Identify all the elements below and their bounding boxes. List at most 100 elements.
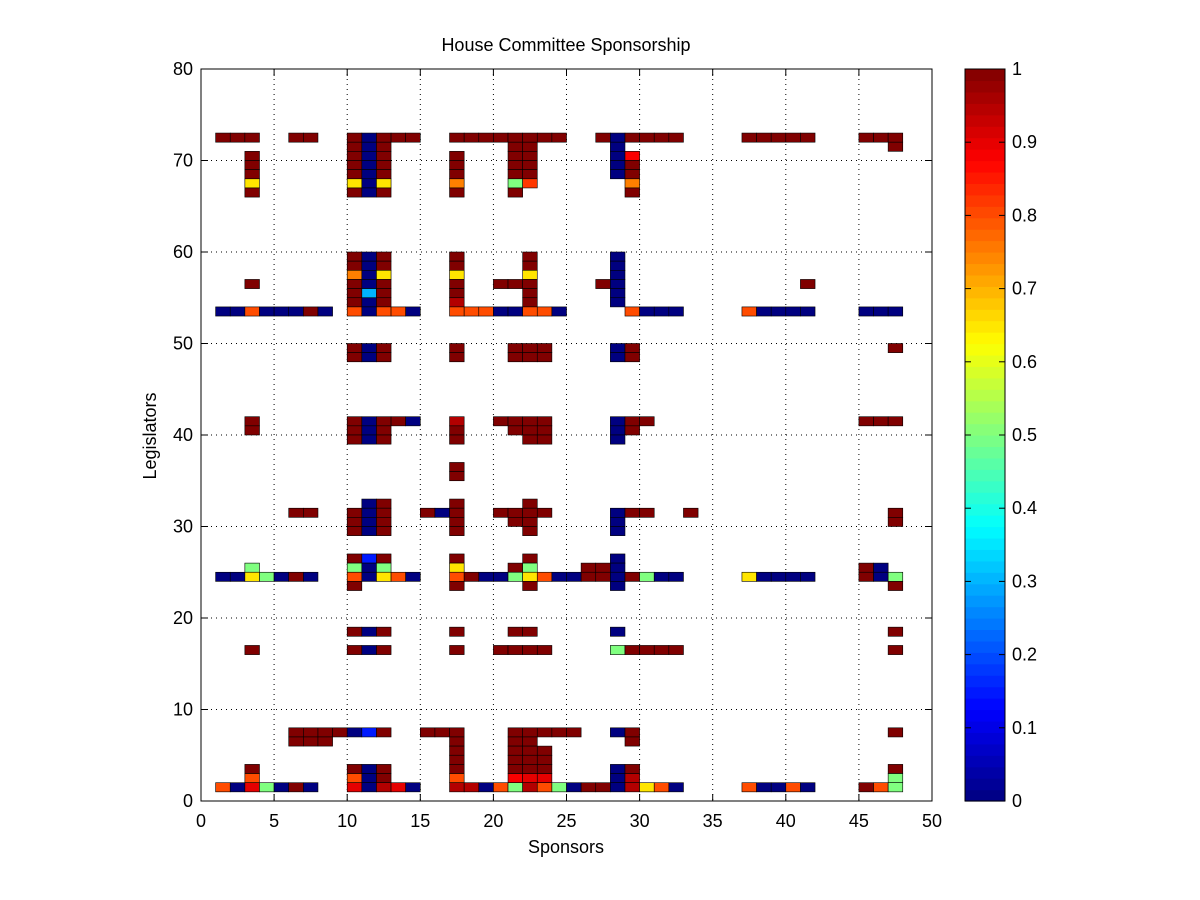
heatmap-cell bbox=[522, 498, 538, 509]
heatmap-cell bbox=[361, 526, 377, 536]
heatmap-cell bbox=[273, 306, 290, 317]
heatmap-cell bbox=[346, 260, 363, 271]
heatmap-cell bbox=[610, 626, 626, 637]
heatmap-cell bbox=[887, 571, 904, 582]
colorbar-band bbox=[965, 366, 1005, 379]
heatmap-cell bbox=[522, 160, 538, 170]
heatmap-cell bbox=[346, 571, 363, 582]
heatmap-cell bbox=[522, 434, 538, 445]
heatmap-cell bbox=[361, 773, 377, 783]
heatmap-cell bbox=[449, 151, 465, 161]
heatmap-cell bbox=[595, 562, 611, 573]
colorbar-band bbox=[965, 595, 1005, 608]
heatmap-cell bbox=[610, 352, 626, 363]
heatmap-cell bbox=[376, 178, 392, 189]
heatmap-cell bbox=[536, 754, 553, 765]
heatmap-cell bbox=[215, 571, 231, 582]
heatmap-cell bbox=[624, 169, 640, 180]
heatmap-cell bbox=[624, 727, 640, 738]
heatmap-cell bbox=[376, 251, 392, 262]
heatmap-cell bbox=[770, 571, 787, 582]
heatmap-cell bbox=[449, 269, 465, 280]
heatmap-cell bbox=[449, 471, 465, 482]
heatmap-cell bbox=[741, 306, 757, 317]
heatmap-cell bbox=[610, 553, 626, 564]
heatmap-cell bbox=[887, 773, 904, 783]
colorbar-tick-label: 0 bbox=[1012, 791, 1022, 811]
heatmap-cell bbox=[361, 343, 377, 353]
heatmap-cell bbox=[522, 626, 538, 637]
heatmap-cell bbox=[463, 132, 480, 143]
heatmap-cell bbox=[303, 306, 319, 317]
heatmap-cell bbox=[624, 187, 640, 198]
heatmap-cell bbox=[478, 782, 494, 793]
heatmap-cell bbox=[376, 562, 392, 573]
colorbar-band bbox=[965, 720, 1005, 733]
heatmap-cell bbox=[756, 306, 772, 317]
heatmap-cell bbox=[493, 507, 509, 518]
colorbar: 0 0.1 0.2 0.3 0.4 0.5 0.6 0.7 0.8 0.9 1 bbox=[964, 59, 1037, 811]
heatmap-cell bbox=[610, 727, 626, 738]
heatmap-cell bbox=[887, 507, 904, 518]
colorbar-band bbox=[965, 297, 1005, 310]
heatmap-cell bbox=[595, 571, 611, 582]
heatmap-cell bbox=[449, 571, 465, 582]
heatmap-cell bbox=[522, 507, 538, 518]
x-tick-label: 5 bbox=[269, 811, 279, 831]
heatmap-cell bbox=[346, 764, 363, 774]
heatmap-cell bbox=[522, 269, 538, 280]
heatmap-cell bbox=[610, 764, 626, 774]
heatmap-cell bbox=[756, 132, 772, 143]
heatmap-cell bbox=[376, 297, 392, 308]
y-tick-label: 10 bbox=[173, 700, 193, 720]
heatmap-cell bbox=[449, 169, 465, 180]
heatmap-cell bbox=[507, 132, 523, 143]
heatmap-cell bbox=[434, 727, 450, 738]
heatmap-cell bbox=[478, 132, 494, 143]
colorbar-band bbox=[965, 252, 1005, 265]
heatmap-cell bbox=[346, 343, 363, 353]
colorbar-band bbox=[965, 743, 1005, 756]
heatmap-cell bbox=[449, 764, 465, 774]
colorbar-band bbox=[965, 263, 1005, 276]
heatmap-cell bbox=[434, 507, 450, 518]
heatmap-cell bbox=[610, 645, 626, 655]
heatmap-cell bbox=[873, 562, 889, 573]
colorbar-band bbox=[965, 309, 1005, 322]
colorbar-band bbox=[965, 755, 1005, 768]
colorbar-band bbox=[965, 103, 1005, 116]
heatmap-cell bbox=[376, 553, 392, 564]
heatmap-cell bbox=[346, 306, 363, 317]
colorbar-band bbox=[965, 412, 1005, 425]
colorbar-band bbox=[965, 663, 1005, 676]
heatmap-cell bbox=[507, 416, 523, 427]
heatmap-cell bbox=[361, 727, 377, 738]
heatmap-cell bbox=[376, 425, 392, 436]
heatmap-cell bbox=[522, 745, 538, 756]
heatmap-cell bbox=[449, 288, 465, 299]
heatmap-cell bbox=[390, 782, 406, 793]
heatmap-cell bbox=[507, 343, 523, 353]
heatmap-cell bbox=[463, 306, 480, 317]
colorbar-band bbox=[965, 560, 1005, 573]
heatmap-cell bbox=[376, 434, 392, 445]
colorbar-tick-label: 0.7 bbox=[1012, 279, 1037, 299]
colorbar-band bbox=[965, 675, 1005, 688]
heatmap-cell bbox=[244, 562, 260, 573]
heatmap-cell bbox=[536, 782, 553, 793]
colorbar-band bbox=[965, 503, 1005, 516]
heatmap-cell bbox=[887, 132, 904, 143]
heatmap-cell bbox=[858, 132, 874, 143]
colorbar-band bbox=[965, 698, 1005, 711]
heatmap-cell bbox=[449, 754, 465, 765]
heatmap-cell bbox=[624, 132, 640, 143]
heatmap-cell bbox=[595, 279, 611, 289]
heatmap-cell bbox=[405, 306, 421, 317]
heatmap-cell bbox=[346, 645, 363, 655]
heatmap-cell bbox=[770, 782, 787, 793]
heatmap-cell bbox=[610, 169, 626, 180]
colorbar-tick-label: 0.1 bbox=[1012, 718, 1037, 738]
heatmap-cell bbox=[376, 526, 392, 536]
colorbar-band bbox=[965, 149, 1005, 162]
heatmap-cell bbox=[668, 132, 684, 143]
